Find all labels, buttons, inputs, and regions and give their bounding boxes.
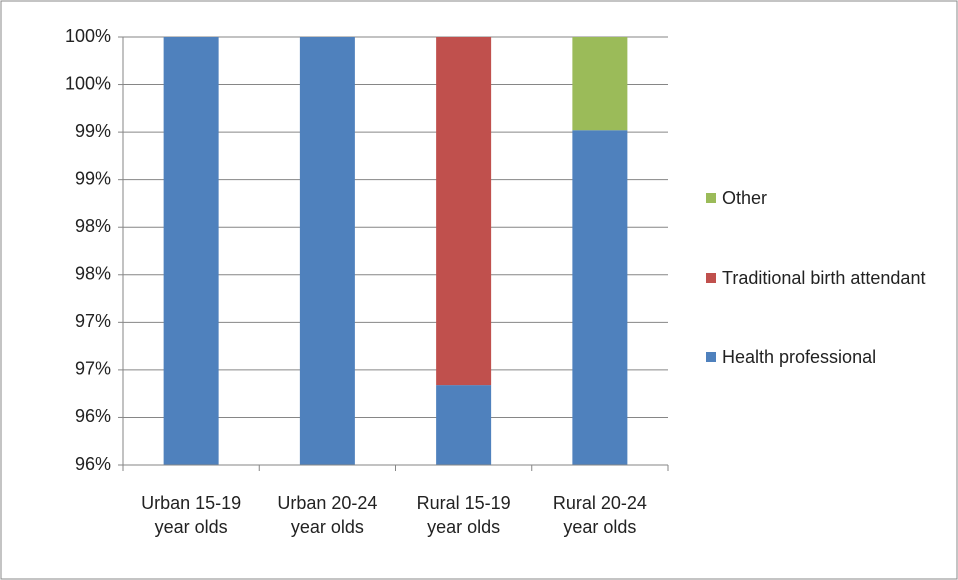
x-tick-label: Rural 15-19 year olds: [416, 493, 511, 537]
legend-entry: Health professional: [706, 345, 958, 369]
legend-label: Other: [722, 188, 768, 208]
y-tick-label: 99%: [75, 121, 111, 141]
x-tick-label: Rural 20-24 year olds: [552, 493, 647, 537]
legend-swatch: [706, 193, 716, 203]
bar-segment: [572, 37, 628, 131]
y-tick-label: 100%: [65, 26, 111, 46]
bar-segment: [572, 130, 628, 465]
y-tick-label: 99%: [75, 168, 111, 188]
y-tick-label: 98%: [75, 264, 111, 284]
y-tick-label: 98%: [75, 216, 111, 236]
bar-segment: [436, 385, 492, 465]
y-tick-label: 96%: [75, 454, 111, 474]
x-tick-label: Urban 15-19 year olds: [141, 493, 242, 537]
legend-label: Health professional: [722, 347, 877, 367]
legend-label: Traditional birth attendant: [722, 268, 926, 288]
bar-segment: [299, 37, 355, 465]
y-tick-label: 96%: [75, 406, 111, 426]
y-tick-label: 97%: [75, 311, 111, 331]
y-tick-label: 97%: [75, 359, 111, 379]
x-tick-label: Urban 20-24 year olds: [277, 493, 378, 537]
bar-segment: [163, 37, 219, 465]
legend-swatch: [706, 273, 716, 283]
legend-entry: Other: [706, 186, 958, 210]
legend-entry: Traditional birth attendant: [706, 266, 958, 290]
y-tick-label: 100%: [65, 73, 111, 93]
legend-swatch: [706, 352, 716, 362]
bar-segment: [436, 37, 492, 386]
